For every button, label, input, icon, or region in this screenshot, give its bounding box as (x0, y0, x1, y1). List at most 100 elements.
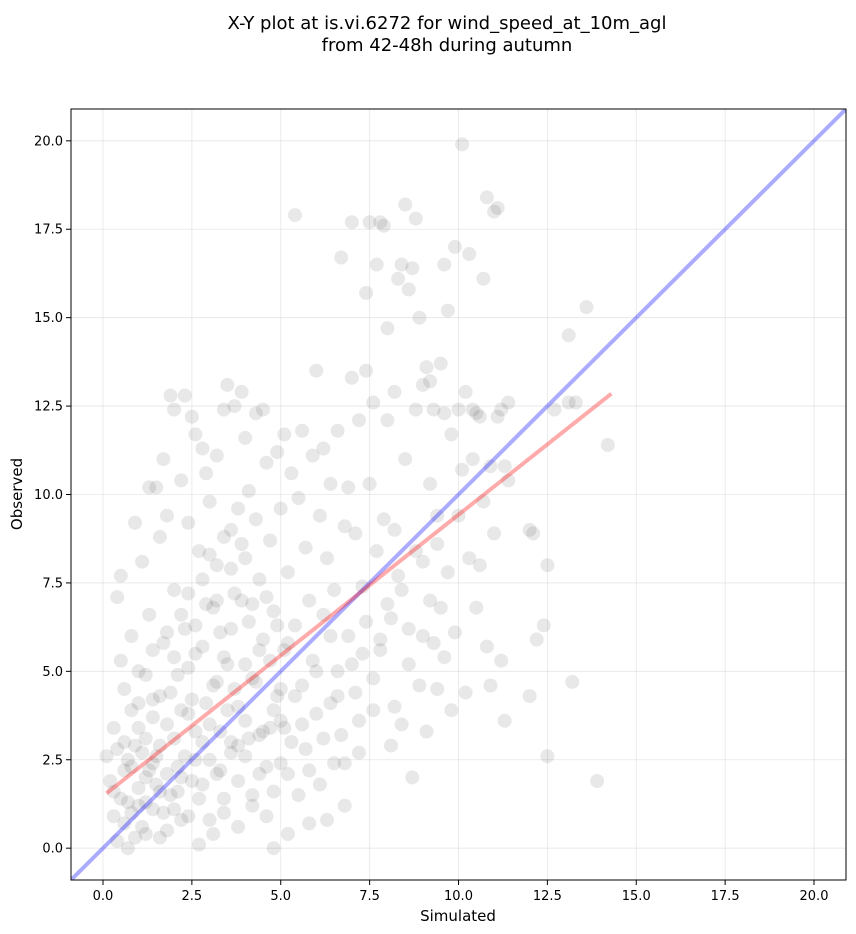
data-point (302, 763, 317, 778)
data-point (149, 749, 164, 764)
data-point (291, 491, 306, 505)
data-point (248, 406, 263, 421)
data-point (352, 745, 366, 760)
data-point (231, 699, 246, 714)
y-tick-label: 10.0 (34, 488, 63, 503)
data-point (177, 621, 192, 636)
identity-line (71, 109, 846, 880)
data-point (479, 639, 494, 654)
data-point (103, 774, 118, 788)
x-tick-label: 10.0 (444, 889, 473, 904)
data-point (273, 682, 288, 696)
data-point (216, 402, 231, 417)
data-point (124, 759, 139, 774)
data-point (149, 777, 164, 792)
x-tick-label: 5.0 (270, 889, 291, 904)
data-point (451, 508, 466, 523)
reference-lines (71, 109, 846, 880)
data-point (167, 731, 182, 746)
y-axis-label: Observed (8, 458, 26, 530)
data-point (600, 438, 615, 452)
data-point (245, 597, 260, 612)
data-point (408, 402, 423, 417)
data-point (163, 685, 178, 700)
data-point (138, 770, 153, 785)
data-point (259, 809, 274, 824)
data-point (341, 629, 356, 643)
data-point (209, 674, 224, 689)
data-point (131, 781, 146, 795)
data-point (231, 738, 246, 753)
data-point (369, 544, 384, 559)
data-point (305, 448, 320, 463)
data-point (302, 816, 317, 831)
data-point (394, 257, 409, 272)
data-point (106, 784, 121, 799)
data-points (99, 137, 615, 856)
data-point (348, 685, 363, 700)
x-tick-label: 7.5 (359, 889, 380, 904)
data-point (195, 639, 210, 654)
data-point (117, 735, 132, 750)
data-point (494, 653, 509, 668)
data-point (138, 731, 153, 746)
data-point (526, 526, 541, 541)
data-point (149, 480, 164, 495)
data-point (494, 402, 509, 417)
data-point (398, 452, 413, 467)
data-point (245, 798, 260, 813)
data-point (469, 600, 484, 615)
regression-line (105, 392, 613, 795)
grid (71, 109, 846, 880)
data-point (199, 466, 214, 481)
data-point (309, 664, 324, 679)
data-point (227, 399, 242, 414)
data-point (483, 678, 498, 693)
data-point (316, 607, 331, 622)
data-point (483, 459, 498, 474)
data-point (263, 533, 278, 548)
data-point (437, 406, 452, 421)
data-point (440, 565, 455, 580)
data-point (220, 703, 235, 718)
data-point (305, 653, 320, 668)
data-point (412, 310, 427, 325)
data-point (352, 413, 366, 428)
data-point (415, 629, 430, 643)
data-point (227, 682, 242, 696)
data-point (540, 749, 555, 764)
data-point (487, 204, 502, 219)
data-point (401, 657, 416, 672)
data-point (376, 512, 391, 527)
data-point (177, 749, 192, 764)
data-point (415, 554, 430, 569)
x-tick-label: 12.5 (533, 889, 562, 904)
data-point (241, 731, 256, 746)
data-point (376, 218, 391, 233)
data-point (490, 409, 505, 424)
data-point (113, 791, 128, 806)
data-point (273, 501, 288, 516)
data-point (529, 632, 544, 647)
data-point (156, 805, 171, 820)
data-point (359, 285, 374, 300)
data-point (209, 593, 224, 608)
chart-title: X-Y plot at is.vi.6272 for wind_speed_at… (228, 13, 667, 34)
data-point (113, 568, 128, 583)
data-point (234, 593, 249, 608)
data-point (579, 300, 594, 315)
data-point (152, 529, 167, 544)
data-point (472, 558, 487, 573)
data-point (444, 703, 459, 718)
data-point (142, 763, 157, 778)
y-tick-label: 7.5 (42, 576, 63, 591)
y-tick-label: 2.5 (42, 753, 63, 768)
data-point (284, 735, 299, 750)
data-point (334, 250, 349, 265)
data-point (209, 558, 224, 573)
data-point (355, 646, 370, 661)
data-point (430, 537, 445, 551)
data-point (184, 409, 199, 424)
data-point (174, 770, 189, 785)
data-point (384, 738, 398, 753)
